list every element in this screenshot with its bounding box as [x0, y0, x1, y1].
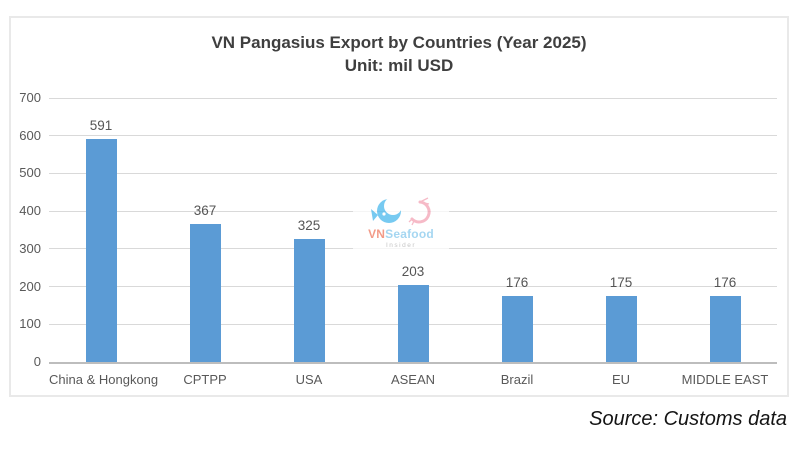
- bar: [397, 285, 429, 362]
- bar: [189, 223, 221, 362]
- gridline: [49, 135, 777, 137]
- bar: [709, 295, 741, 362]
- bar-value-label: 175: [609, 275, 633, 290]
- y-axis-tick: 300: [19, 240, 41, 256]
- x-axis-label: EU: [611, 372, 631, 387]
- bar-value-label: 325: [297, 218, 321, 234]
- chart-title-line2: Unit: mil USD: [344, 56, 454, 75]
- watermark-brand-suffix: Seafood: [385, 227, 434, 241]
- x-axis-label: Brazil: [500, 372, 534, 387]
- gridline: [49, 97, 777, 99]
- y-axis-tick: 600: [19, 127, 41, 143]
- x-axis-label: MIDDLE EAST: [681, 372, 769, 387]
- watermark: VNSeafood Insider: [353, 182, 449, 260]
- x-axis-label: ASEAN: [390, 372, 436, 387]
- y-axis-tick: 0: [33, 354, 41, 369]
- source-caption: Source: Customs data: [589, 408, 787, 430]
- chart-frame: VN Pangasius Export by Countries (Year 2…: [9, 16, 789, 397]
- chart-title-line1: VN Pangasius Export by Countries (Year 2…: [211, 33, 587, 52]
- y-axis-tick: 200: [19, 278, 41, 294]
- bar-value-label: 203: [401, 264, 425, 280]
- shrimp-icon: [408, 197, 431, 226]
- watermark-logo: [370, 192, 433, 228]
- bar-value-label: 367: [193, 202, 217, 218]
- x-axis-label: CPTPP: [183, 372, 227, 387]
- watermark-brand: VNSeafood: [368, 228, 434, 241]
- chart-title: VN Pangasius Export by Countries (Year 2…: [11, 31, 787, 77]
- fish-icon: [370, 197, 402, 223]
- bar: [85, 139, 117, 362]
- bar-value-label: 591: [89, 118, 113, 134]
- y-axis-tick: 100: [19, 316, 41, 332]
- x-axis-label: USA: [295, 372, 323, 387]
- y-axis-tick: 500: [19, 165, 41, 181]
- bar: [293, 239, 325, 362]
- y-axis-tick: 400: [19, 203, 41, 219]
- bar: [605, 296, 637, 362]
- gridline: [49, 172, 777, 174]
- watermark-brand-prefix: VN: [368, 227, 386, 241]
- x-axis-label: China & Hongkong: [49, 372, 159, 387]
- watermark-tagline: Insider: [385, 242, 416, 249]
- y-axis-tick: 700: [19, 90, 41, 105]
- bar-value-label: 176: [505, 274, 529, 290]
- bar: [501, 295, 533, 362]
- bar-value-label: 176: [713, 274, 737, 290]
